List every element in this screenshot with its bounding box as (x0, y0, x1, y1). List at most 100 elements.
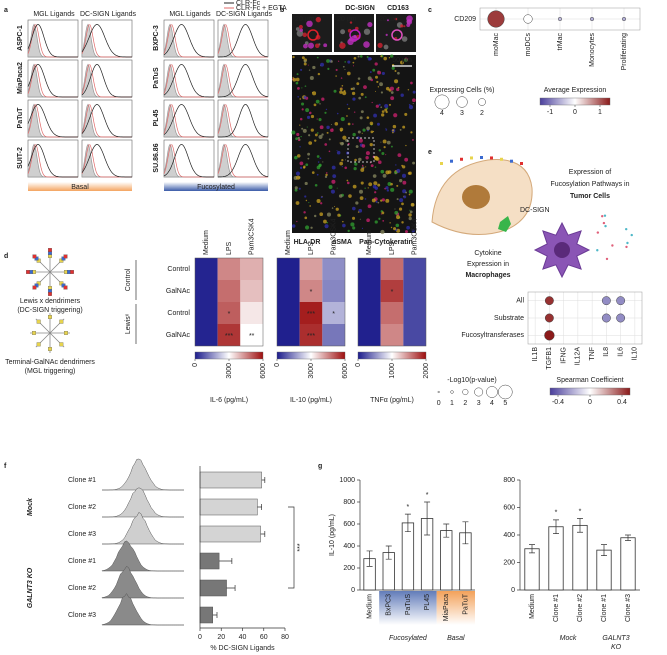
cytokine (603, 214, 607, 217)
heatmap-frame (194, 257, 264, 347)
tissue-signal (308, 202, 310, 204)
bar (199, 606, 213, 624)
column-label: Proliferating (621, 33, 628, 70)
tissue-signal (408, 193, 411, 196)
cell-signal (339, 42, 346, 49)
error-bar (462, 521, 469, 545)
tissue-signal (316, 165, 321, 170)
cell-signal (295, 27, 300, 31)
tissue-signal (336, 187, 338, 189)
tissue-signal (367, 204, 372, 209)
tissue-signal (303, 95, 307, 99)
colorbar-tick-label: 0 (192, 363, 199, 367)
colorbar-tick-label: 3000 (226, 363, 233, 379)
tissue-signal (300, 68, 303, 71)
colorbar-tick-label: -0.4 (552, 399, 564, 406)
size-legend-dot (450, 390, 454, 394)
tissue-signal (374, 186, 379, 190)
cell-signal (385, 33, 388, 37)
axis-label: % DC-SIGN Ligands (210, 645, 275, 652)
row-label: Control (167, 310, 190, 317)
cell-signal (401, 36, 408, 42)
receptor (498, 216, 511, 232)
cytokine (605, 257, 609, 261)
dot (601, 296, 611, 306)
glycan (510, 159, 513, 163)
heatmap-cell (195, 280, 218, 302)
description: Expression in (467, 261, 509, 268)
group-shade (379, 591, 437, 625)
tissue-signal (390, 145, 393, 148)
error-bar (625, 534, 631, 541)
error-bar (260, 531, 266, 537)
tissue-signal (361, 227, 364, 230)
tissue-signal (385, 128, 388, 131)
tissue-signal (402, 189, 407, 194)
error-bar (601, 544, 607, 556)
cell-signal (314, 43, 320, 49)
cytokine (604, 224, 607, 228)
bar (440, 530, 453, 591)
dot (544, 330, 555, 341)
heatmap-cell (217, 280, 241, 302)
panel-label: d (4, 253, 8, 260)
tissue-signal (358, 189, 364, 194)
tissue-signal (305, 199, 308, 202)
tissue-signal (358, 138, 363, 143)
tissue-signal (344, 68, 346, 70)
histogram (163, 104, 214, 138)
x-tick-label: Clone #2 (577, 594, 584, 622)
tissue-signal (302, 128, 307, 133)
tissue-signal (300, 102, 305, 106)
size-legend-dot (434, 94, 450, 110)
tissue-signal (309, 76, 314, 81)
tissue-signal (394, 210, 399, 215)
y-tick-label: 0 (351, 587, 355, 594)
significance: ** (249, 333, 255, 340)
tissue-signal (396, 87, 400, 92)
size-legend-dot (462, 388, 469, 396)
tissue-signal (341, 159, 344, 162)
row-label: SUIT-2 (17, 147, 24, 169)
error-bar (226, 585, 236, 591)
tissue-signal (331, 179, 336, 184)
y-tick-label: 600 (343, 521, 355, 528)
tissue-signal (390, 226, 393, 229)
dot (589, 16, 595, 22)
tissue-signal (373, 113, 378, 118)
scale-label: 20 µm (295, 16, 315, 23)
dot (601, 313, 611, 323)
row-label: BXPC-3 (153, 25, 160, 51)
bar (199, 498, 258, 516)
histogram (217, 104, 268, 138)
group-label: GALNT3 KO (27, 567, 34, 608)
tissue-signal (299, 117, 303, 121)
marker-label: DC-SIGN (345, 5, 375, 12)
glycan (64, 331, 68, 335)
tissue-signal (389, 86, 394, 91)
description: Macrophages (465, 272, 510, 279)
histogram (217, 144, 268, 178)
column-label: Medium (366, 230, 373, 255)
tissue-signal (380, 229, 385, 235)
category-label: Clone #2 (68, 585, 96, 592)
size-legend-label: 4 (490, 400, 494, 407)
size-legend-dot (478, 98, 486, 106)
tissue-signal (332, 174, 337, 179)
tissue-signal (326, 125, 330, 130)
tissue-signal (352, 61, 355, 64)
glycan (32, 254, 37, 259)
glycan (48, 347, 52, 351)
row-label: ASPC-1 (17, 25, 24, 51)
tissue-signal (340, 117, 345, 122)
tissue-signal (400, 60, 404, 65)
glycan (460, 157, 463, 161)
error-bar (212, 612, 218, 618)
significance-bracket (288, 506, 295, 589)
tissue-signal (384, 103, 389, 109)
column-label: IFNG (560, 347, 567, 364)
heatmap-cell (277, 302, 300, 324)
tissue-signal (355, 201, 359, 205)
column-label: TNF (589, 347, 596, 361)
column-label: IL10 (632, 347, 639, 361)
